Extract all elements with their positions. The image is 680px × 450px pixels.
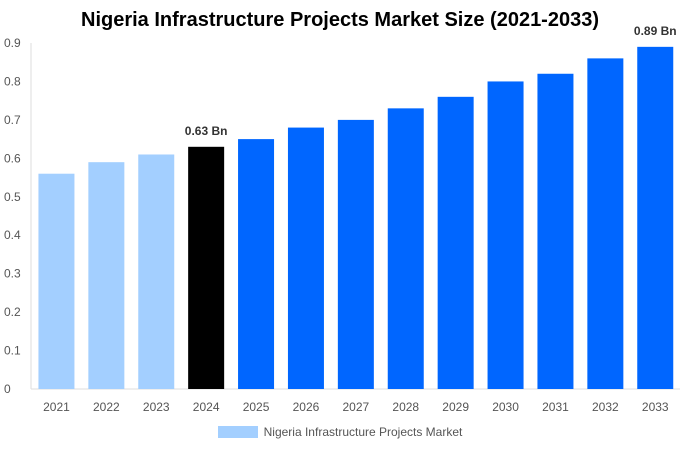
x-tick-label: 2025 — [243, 400, 270, 414]
y-tick-label: 0.1 — [4, 344, 21, 358]
legend: Nigeria Infrastructure Projects Market — [0, 425, 680, 439]
y-tick-label: 0.6 — [4, 151, 21, 165]
bar-2028 — [387, 108, 424, 389]
x-tick-label: 2027 — [342, 400, 369, 414]
data-label: 0.89 Bn — [634, 24, 677, 38]
bar-2029 — [437, 96, 474, 390]
y-tick-label: 0.9 — [4, 36, 21, 50]
x-tick-label: 2028 — [392, 400, 419, 414]
x-tick-label: 2033 — [642, 400, 669, 414]
bar-2024 — [188, 146, 225, 389]
x-tick-label: 2029 — [442, 400, 469, 414]
bar-2022 — [88, 162, 125, 389]
bar-2023 — [138, 154, 175, 389]
x-tick-label: 2024 — [193, 400, 220, 414]
x-tick-label: 2021 — [43, 400, 70, 414]
x-tick-label: 2023 — [143, 400, 170, 414]
legend-label: Nigeria Infrastructure Projects Market — [263, 425, 463, 439]
y-tick-label: 0.2 — [4, 305, 21, 319]
x-tick-label: 2030 — [492, 400, 519, 414]
y-tick-label: 0.3 — [4, 267, 21, 281]
data-label: 0.63 Bn — [185, 124, 228, 138]
bar-2032 — [587, 58, 624, 389]
y-tick-label: 0.8 — [4, 74, 21, 88]
bar-2021 — [38, 173, 75, 389]
bar-2033 — [637, 46, 674, 389]
x-tick-label: 2026 — [293, 400, 320, 414]
bar-2025 — [238, 139, 275, 389]
bar-2031 — [537, 73, 574, 389]
y-tick-label: 0.7 — [4, 113, 21, 127]
x-tick-label: 2022 — [93, 400, 120, 414]
legend-swatch — [217, 426, 258, 438]
x-tick-label: 2032 — [592, 400, 619, 414]
bar-2030 — [487, 81, 524, 389]
bar-2027 — [337, 119, 374, 389]
y-tick-label: 0 — [4, 382, 11, 396]
bar-2026 — [287, 127, 324, 390]
y-tick-label: 0.5 — [4, 190, 21, 204]
chart-title: Nigeria Infrastructure Projects Market S… — [81, 9, 599, 31]
y-tick-label: 0.4 — [4, 228, 21, 242]
x-tick-label: 2031 — [542, 400, 569, 414]
